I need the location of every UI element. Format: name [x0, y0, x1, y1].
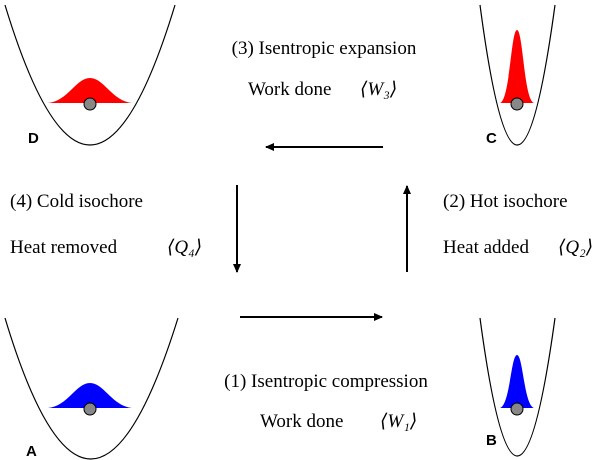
distribution — [48, 78, 132, 103]
step-quantity: ⟨Q₂⟩ — [558, 237, 593, 258]
potential-well — [4, 317, 179, 460]
potential-well — [479, 317, 556, 457]
step-quantity: ⟨W₁⟩ — [380, 411, 417, 432]
potential-well — [4, 4, 176, 146]
node-label: B — [486, 432, 497, 449]
particle — [510, 97, 524, 111]
node-label: A — [26, 443, 37, 460]
step-quantity-label: Heat added — [443, 237, 529, 258]
potential-well — [479, 4, 556, 146]
step-quantity: ⟨W₃⟩ — [360, 79, 397, 100]
particle — [510, 402, 524, 416]
particle — [83, 402, 97, 416]
step-title: (1) Isentropic compression — [224, 371, 428, 392]
distribution — [500, 30, 534, 103]
step-quantity-label: Work done — [260, 411, 343, 432]
step-title: (4) Cold isochore — [10, 191, 143, 212]
step-title: (3) Isentropic expansion — [232, 38, 417, 59]
particle — [83, 97, 97, 111]
step-title: (2) Hot isochore — [443, 191, 568, 212]
node-label: D — [28, 130, 39, 147]
step-quantity: ⟨Q₄⟩ — [167, 237, 202, 258]
distribution — [48, 383, 132, 408]
node-label: C — [486, 130, 497, 147]
step-quantity-label: Heat removed — [10, 237, 118, 258]
distribution — [500, 355, 534, 408]
step-quantity-label: Work done — [248, 79, 331, 100]
